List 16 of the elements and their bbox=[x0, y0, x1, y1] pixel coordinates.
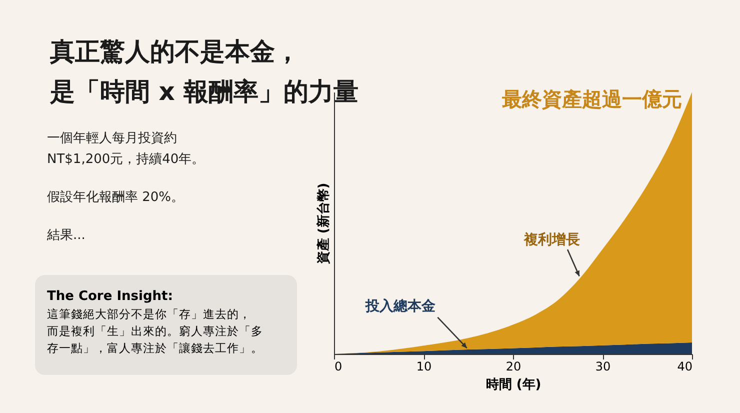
text: 一個年輕人每月投資約 NT$1,200元，持續40年。 bbox=[47, 130, 205, 169]
x-tick-label: 30 bbox=[595, 360, 611, 374]
x-tick-label: 0 bbox=[334, 360, 342, 374]
chart-title: 真正驚人的不是本金，是「時間 x 報酬率」的力量 bbox=[50, 36, 359, 108]
y-axis-title: 資產 (新台幣) bbox=[316, 182, 332, 266]
text: 投入總本金 bbox=[364, 298, 436, 315]
text: 這筆錢絕大部分不是你「存」進去的，而是複利「生」出來的。窮人專注於「多存一點」，富人專注於「讓錢去工作」。 bbox=[47, 306, 264, 357]
text: 結果... bbox=[47, 227, 86, 245]
x-tick-label: 20 bbox=[506, 360, 522, 374]
x-tick-label: 10 bbox=[416, 360, 432, 374]
text: 假設年化報酬率 20%。 bbox=[47, 189, 186, 207]
x-axis-title: 時間 (年) bbox=[486, 378, 542, 392]
x-tick-label: 40 bbox=[677, 360, 692, 374]
series-label: 複利增長 bbox=[523, 231, 580, 248]
annotation: 最終資產超過一億元 bbox=[501, 87, 682, 111]
text: The Core Insight: bbox=[47, 288, 174, 306]
